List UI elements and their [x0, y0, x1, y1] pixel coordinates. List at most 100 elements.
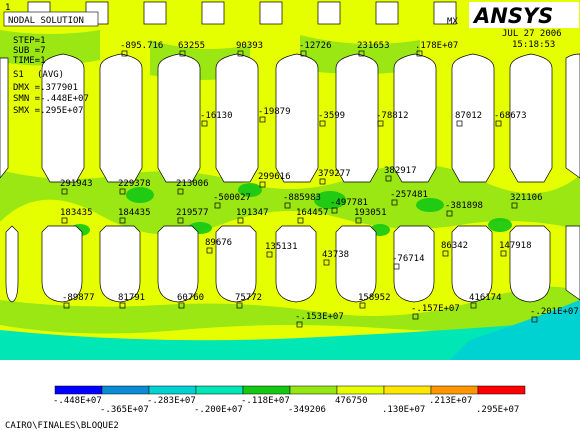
- stress-field-lower-corner: [450, 300, 580, 360]
- legend-label-bottom: .295E+07: [476, 405, 519, 415]
- node-marker: [358, 50, 365, 57]
- node-value-label: 63255: [178, 41, 205, 51]
- node-marker: [119, 302, 126, 309]
- upper-column: [41, 53, 85, 183]
- node-marker: [393, 263, 400, 270]
- upper-column: [99, 53, 143, 183]
- node-value-label: 43738: [322, 250, 349, 260]
- node-marker: [206, 247, 213, 254]
- green-stress-bands: [0, 30, 580, 334]
- lower-column-edge-right: [565, 225, 580, 301]
- upper-columns: [0, 53, 580, 183]
- node-marker: [446, 210, 453, 217]
- node-value-label: 382917: [384, 166, 417, 176]
- top-tooth: [143, 1, 167, 25]
- legend-area: [0, 360, 580, 433]
- node-value-label: -.201E+07: [530, 307, 579, 317]
- color-legend-bar: [54, 385, 526, 395]
- legend-label-top: -.283E+07: [147, 396, 196, 406]
- node-value-label: 89676: [205, 238, 232, 248]
- legend-swatch: [336, 385, 385, 395]
- node-marker: [237, 50, 244, 57]
- max-marker-label: MX: [447, 17, 458, 27]
- node-value-label: -257481: [390, 190, 428, 200]
- upper-column-edge: [0, 57, 9, 179]
- node-value-label: -381898: [445, 201, 483, 211]
- node-value-label: 416174: [469, 293, 502, 303]
- upper-column-edge-right: [565, 53, 580, 179]
- node-value-label: 191347: [236, 208, 269, 218]
- lower-column: [335, 225, 377, 303]
- node-marker: [470, 302, 477, 309]
- node-value-label: -497781: [330, 198, 368, 208]
- node-value-label: -78812: [376, 111, 409, 121]
- node-marker: [297, 217, 304, 224]
- node-marker: [319, 120, 326, 127]
- node-marker: [266, 251, 273, 258]
- lower-column: [215, 225, 257, 303]
- ansys-logo: ANSYS: [472, 4, 553, 28]
- node-marker: [259, 116, 266, 123]
- node-value-label: 90393: [236, 41, 263, 51]
- legend-swatch: [242, 385, 291, 395]
- node-marker: [331, 207, 338, 214]
- node-value-label: -76714: [392, 254, 425, 264]
- upper-column: [215, 53, 259, 183]
- node-value-label: .178E+07: [415, 41, 458, 51]
- node-marker: [391, 199, 398, 206]
- plot-title: NODAL SOLUTION: [8, 16, 84, 26]
- legend-swatch: [430, 385, 479, 395]
- lower-column: [157, 225, 199, 303]
- legend-swatch: [383, 385, 432, 395]
- upper-column: [275, 53, 319, 183]
- node-value-label: 183435: [60, 208, 93, 218]
- legend-label-top: 476750: [335, 396, 368, 406]
- legend-swatch: [101, 385, 150, 395]
- legend-label-top: -.448E+07: [53, 396, 102, 406]
- node-value-label: -16130: [200, 111, 233, 121]
- top-tooth: [317, 1, 341, 25]
- node-value-label: 291943: [60, 179, 93, 189]
- node-marker: [177, 188, 184, 195]
- node-value-label: -89877: [62, 293, 95, 303]
- legend-label-bottom: .130E+07: [382, 405, 425, 415]
- node-marker: [456, 120, 463, 127]
- color-legend-labels: -.448E+07 -.283E+07 -.118E+07 476750 .213E+0…: [53, 396, 519, 415]
- node-marker: [284, 202, 291, 209]
- node-value-label: -500027: [213, 193, 251, 203]
- result-label: S1: [13, 70, 24, 80]
- node-marker: [296, 321, 303, 328]
- node-value-label: 299616: [258, 172, 291, 182]
- top-tooth: [201, 1, 225, 25]
- step-label: STEP=1: [13, 36, 46, 46]
- sub-label: SUB =7: [13, 46, 46, 56]
- node-value-label: 60760: [177, 293, 204, 303]
- lower-column: [393, 225, 435, 303]
- legend-label-bottom: -.200E+07: [194, 405, 243, 415]
- node-marker: [61, 217, 68, 224]
- title-box: [3, 11, 99, 27]
- node-value-label: 219577: [176, 208, 209, 218]
- node-value-label: 135131: [265, 242, 298, 252]
- node-marker: [500, 250, 507, 257]
- avg-label: (AVG): [37, 70, 64, 80]
- node-marker: [121, 50, 128, 57]
- node-marker: [259, 181, 266, 188]
- node-annotations: -895.716 63255 90393 -12726 231653 .178E+07 -1…: [60, 41, 579, 328]
- node-marker: [178, 302, 185, 309]
- node-marker: [214, 202, 221, 209]
- node-value-label: -12726: [299, 41, 332, 51]
- node-marker: [63, 302, 70, 309]
- node-marker: [377, 120, 384, 127]
- node-marker: [442, 250, 449, 257]
- node-marker: [61, 188, 68, 195]
- top-tooth: [375, 1, 399, 25]
- lower-column: [41, 225, 83, 303]
- node-marker: [319, 178, 326, 185]
- node-value-label: 164457: [296, 208, 329, 218]
- smx-label: SMX =.295E+07: [13, 106, 83, 116]
- node-marker: [323, 259, 330, 266]
- legend-label-top: -.118E+07: [241, 396, 290, 406]
